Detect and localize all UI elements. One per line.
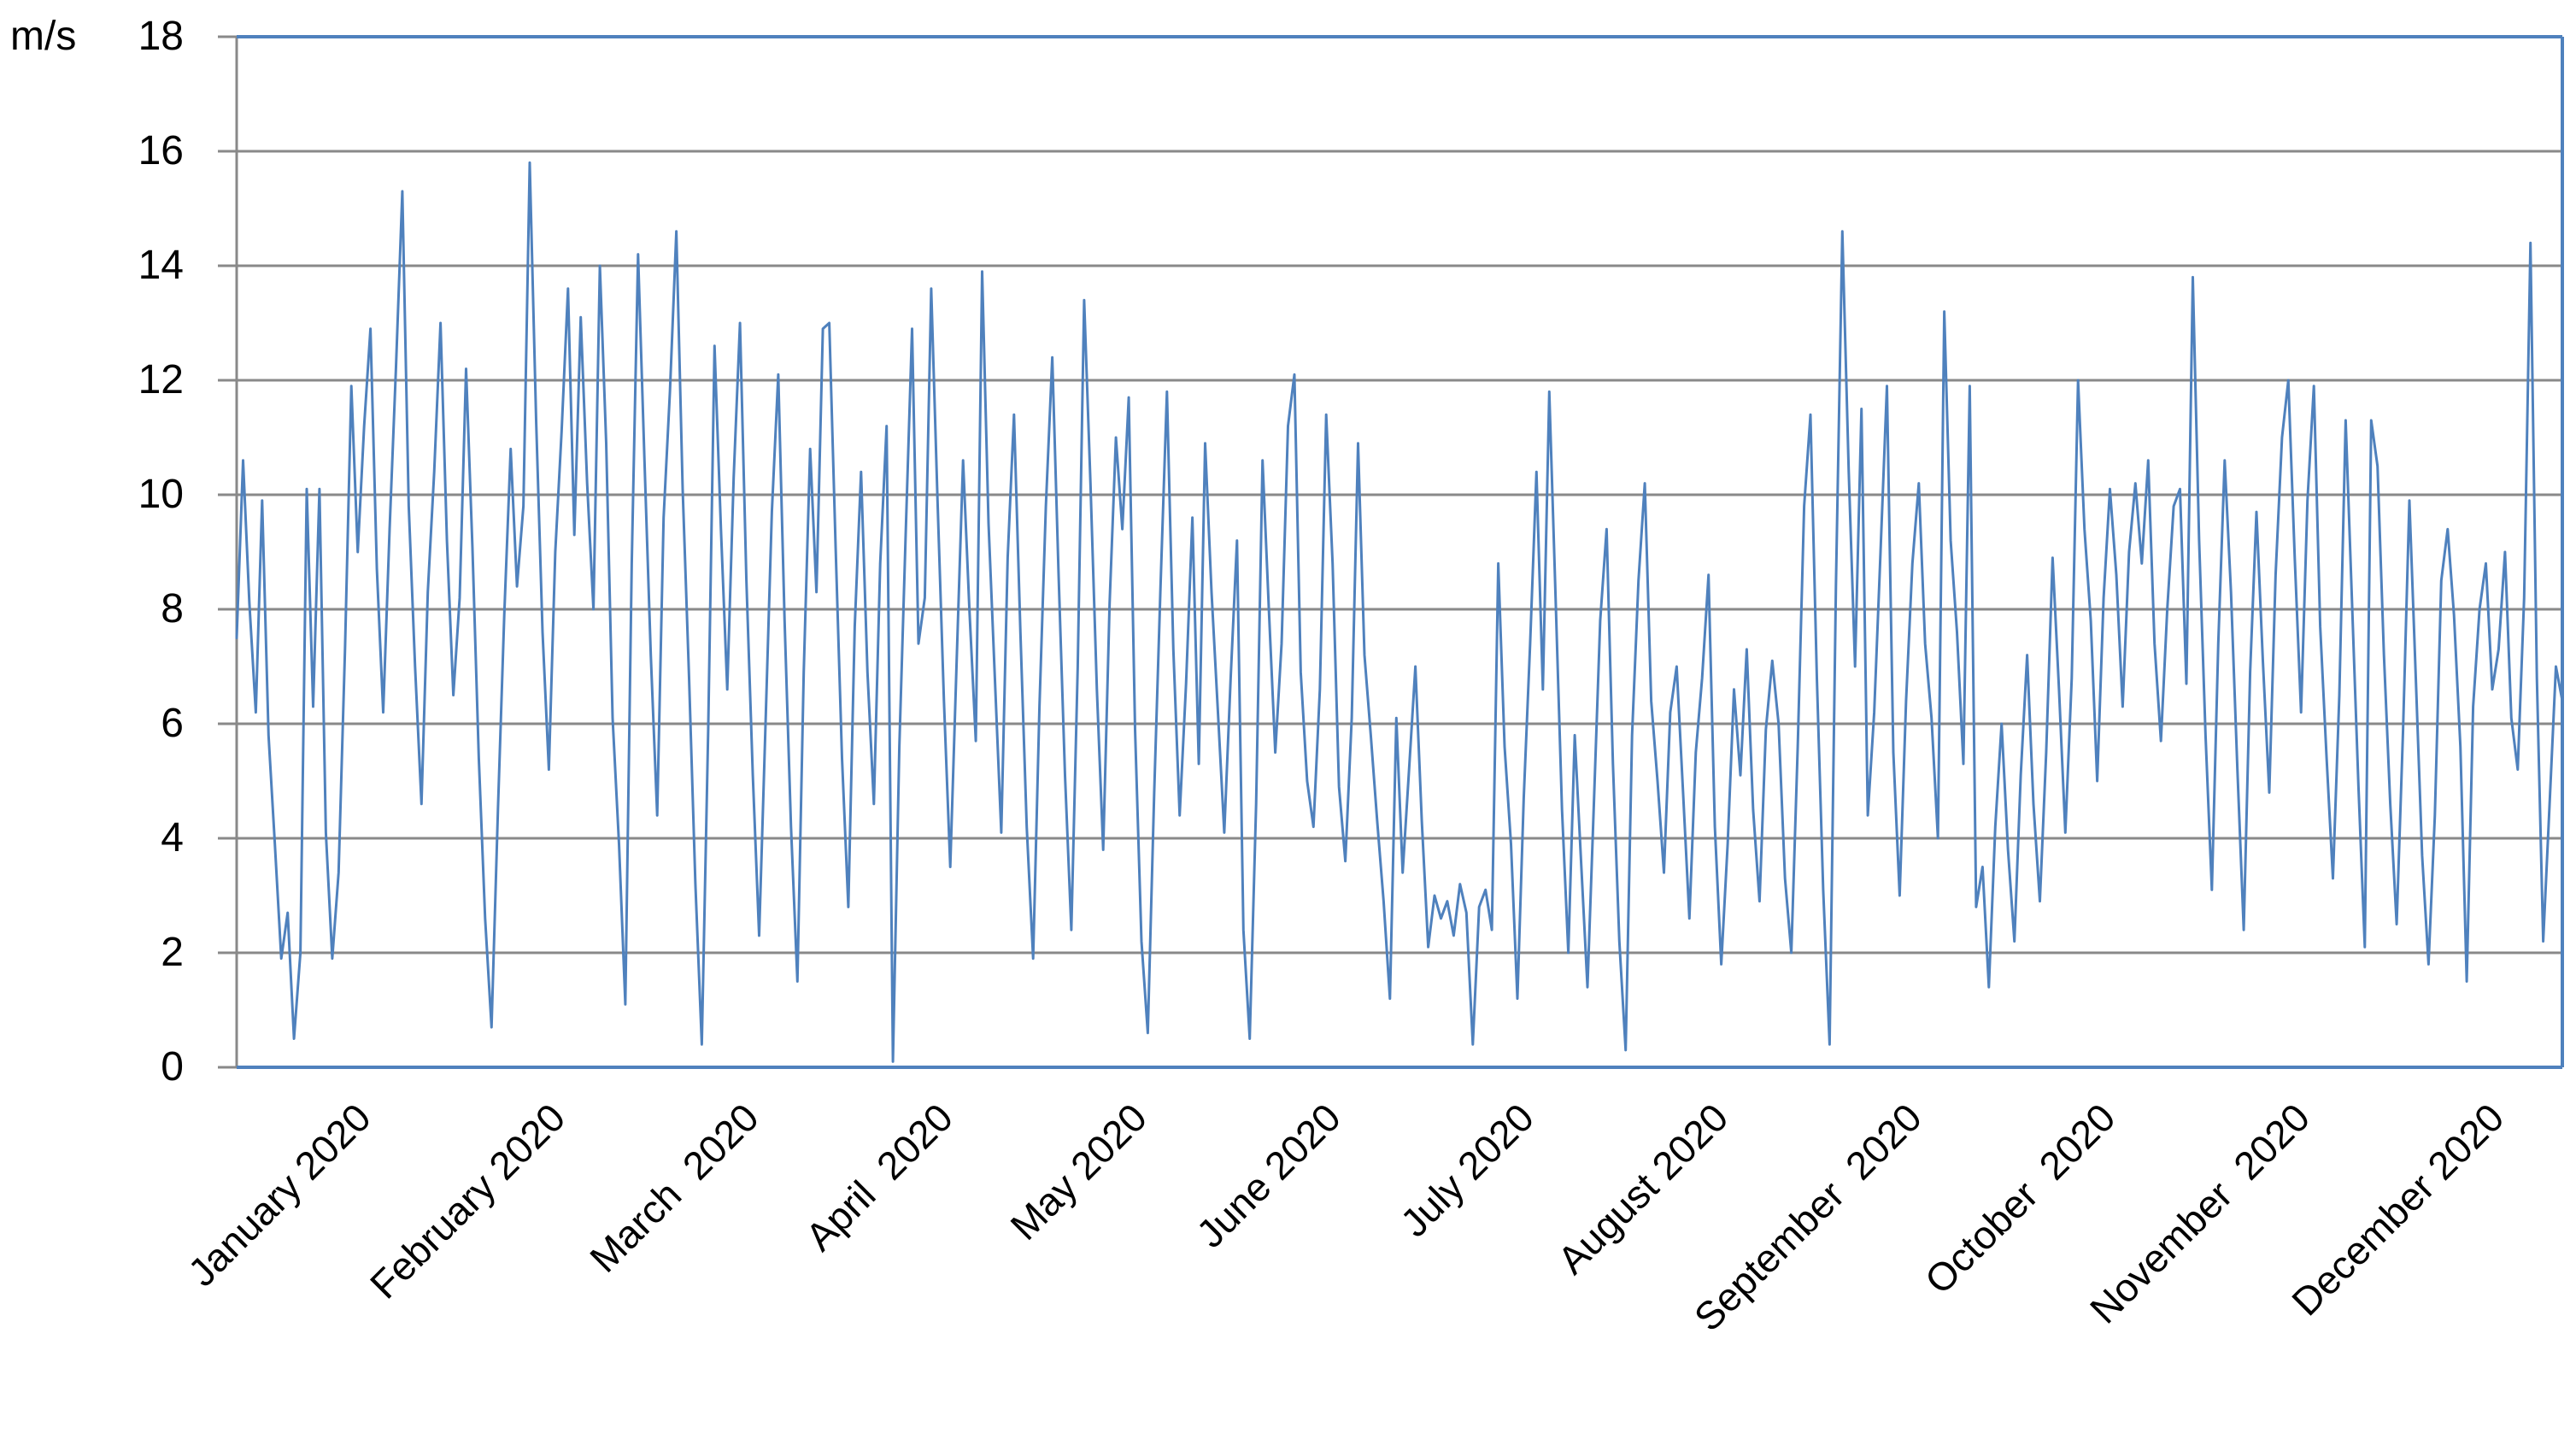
y-tick-label: 18 (138, 14, 184, 59)
y-tick-label: 2 (161, 930, 184, 975)
gridlines (237, 150, 2562, 954)
y-tick-label: 4 (161, 815, 184, 860)
y-tick-label: 12 (138, 357, 184, 402)
y-tick-label: 14 (138, 243, 184, 288)
y-tick-label: 10 (138, 472, 184, 517)
plot-border (237, 35, 2564, 1069)
y-tick-label: 6 (161, 701, 184, 746)
y-axis-unit-label: m/s (10, 14, 77, 59)
y-axis-ticks (218, 35, 237, 1069)
wind-speed-line (235, 161, 2564, 1063)
y-tick-label: 0 (161, 1044, 184, 1090)
y-tick-label: 16 (138, 128, 184, 173)
y-tick-label: 8 (161, 586, 184, 631)
